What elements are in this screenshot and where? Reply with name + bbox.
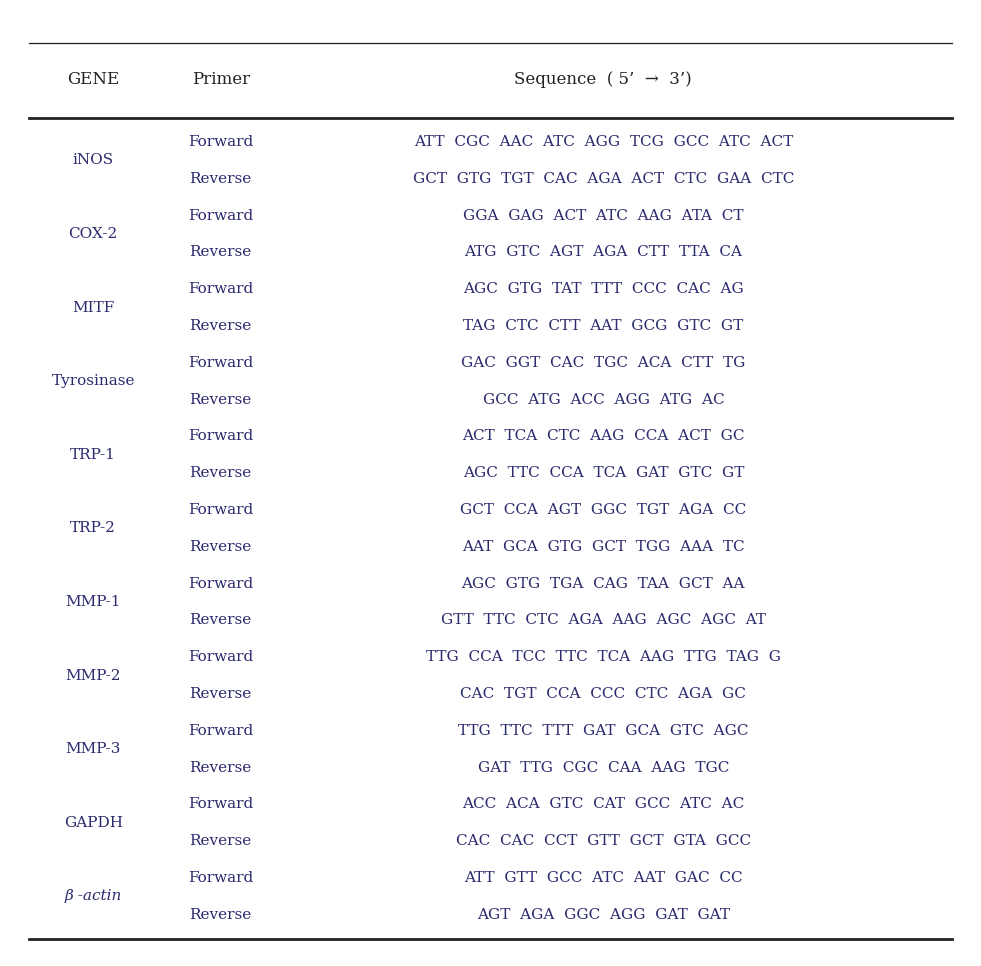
Text: Reverse: Reverse bbox=[189, 613, 252, 627]
Text: Forward: Forward bbox=[188, 724, 253, 738]
Text: Reverse: Reverse bbox=[189, 319, 252, 333]
Text: Reverse: Reverse bbox=[189, 908, 252, 922]
Text: Forward: Forward bbox=[188, 430, 253, 443]
Text: TAG  CTC  CTT  AAT  GCG  GTC  GT: TAG CTC CTT AAT GCG GTC GT bbox=[463, 319, 744, 333]
Text: ATG  GTC  AGT  AGA  CTT  TTA  CA: ATG GTC AGT AGA CTT TTA CA bbox=[464, 245, 743, 260]
Text: Forward: Forward bbox=[188, 282, 253, 297]
Text: iNOS: iNOS bbox=[73, 154, 114, 167]
Text: GAC  GGT  CAC  TGC  ACA  CTT  TG: GAC GGT CAC TGC ACA CTT TG bbox=[461, 355, 746, 370]
Text: MMP-1: MMP-1 bbox=[66, 595, 121, 609]
Text: GTT  TTC  CTC  AGA  AAG  AGC  AGC  AT: GTT TTC CTC AGA AAG AGC AGC AT bbox=[440, 613, 766, 627]
Text: ACC  ACA  GTC  CAT  GCC  ATC  AC: ACC ACA GTC CAT GCC ATC AC bbox=[462, 797, 745, 811]
Text: COX-2: COX-2 bbox=[69, 227, 118, 242]
Text: MITF: MITF bbox=[72, 300, 115, 315]
Text: Reverse: Reverse bbox=[189, 835, 252, 848]
Text: GCC  ATG  ACC  AGG  ATG  AC: GCC ATG ACC AGG ATG AC bbox=[483, 392, 724, 407]
Text: ACT  TCA  CTC  AAG  CCA  ACT  GC: ACT TCA CTC AAG CCA ACT GC bbox=[462, 430, 745, 443]
Text: ATT  GTT  GCC  ATC  AAT  GAC  CC: ATT GTT GCC ATC AAT GAC CC bbox=[464, 871, 743, 885]
Text: TTG  CCA  TCC  TTC  TCA  AAG  TTG  TAG  G: TTG CCA TCC TTC TCA AAG TTG TAG G bbox=[426, 650, 781, 665]
Text: β -actin: β -actin bbox=[65, 890, 122, 903]
Text: GGA  GAG  ACT  ATC  AAG  ATA  CT: GGA GAG ACT ATC AAG ATA CT bbox=[463, 209, 744, 222]
Text: Reverse: Reverse bbox=[189, 687, 252, 701]
Text: CAC  CAC  CCT  GTT  GCT  GTA  GCC: CAC CAC CCT GTT GCT GTA GCC bbox=[456, 835, 750, 848]
Text: TRP-1: TRP-1 bbox=[71, 448, 116, 462]
Text: Forward: Forward bbox=[188, 577, 253, 590]
Text: Forward: Forward bbox=[188, 871, 253, 885]
Text: AGT  AGA  GGC  AGG  GAT  GAT: AGT AGA GGC AGG GAT GAT bbox=[477, 908, 730, 922]
Text: ATT  CGC  AAC  ATC  AGG  TCG  GCC  ATC  ACT: ATT CGC AAC ATC AGG TCG GCC ATC ACT bbox=[414, 135, 793, 149]
Text: GAT  TTG  CGC  CAA  AAG  TGC: GAT TTG CGC CAA AAG TGC bbox=[478, 760, 729, 775]
Text: Forward: Forward bbox=[188, 355, 253, 370]
Text: Forward: Forward bbox=[188, 135, 253, 149]
Text: Reverse: Reverse bbox=[189, 172, 252, 185]
Text: Reverse: Reverse bbox=[189, 760, 252, 775]
Text: Reverse: Reverse bbox=[189, 245, 252, 260]
Text: Forward: Forward bbox=[188, 503, 253, 517]
Text: AAT  GCA  GTG  GCT  TGG  AAA  TC: AAT GCA GTG GCT TGG AAA TC bbox=[462, 540, 745, 554]
Text: GENE: GENE bbox=[67, 71, 120, 88]
Text: CAC  TGT  CCA  CCC  CTC  AGA  GC: CAC TGT CCA CCC CTC AGA GC bbox=[460, 687, 747, 701]
Text: GAPDH: GAPDH bbox=[64, 815, 123, 830]
Text: AGC  TTC  CCA  TCA  GAT  GTC  GT: AGC TTC CCA TCA GAT GTC GT bbox=[463, 467, 744, 480]
Text: Reverse: Reverse bbox=[189, 467, 252, 480]
Text: Tyrosinase: Tyrosinase bbox=[51, 374, 135, 388]
Text: MMP-3: MMP-3 bbox=[66, 742, 121, 756]
Text: Primer: Primer bbox=[191, 71, 250, 88]
Text: Forward: Forward bbox=[188, 797, 253, 811]
Text: Reverse: Reverse bbox=[189, 392, 252, 407]
Text: Sequence  ( 5’  →  3’): Sequence ( 5’ → 3’) bbox=[514, 71, 693, 88]
Text: AGC  GTG  TGA  CAG  TAA  GCT  AA: AGC GTG TGA CAG TAA GCT AA bbox=[462, 577, 745, 590]
Text: TTG  TTC  TTT  GAT  GCA  GTC  AGC: TTG TTC TTT GAT GCA GTC AGC bbox=[458, 724, 749, 738]
Text: TRP-2: TRP-2 bbox=[71, 522, 116, 535]
Text: Reverse: Reverse bbox=[189, 540, 252, 554]
Text: GCT  CCA  AGT  GGC  TGT  AGA  CC: GCT CCA AGT GGC TGT AGA CC bbox=[460, 503, 747, 517]
Text: Forward: Forward bbox=[188, 209, 253, 222]
Text: AGC  GTG  TAT  TTT  CCC  CAC  AG: AGC GTG TAT TTT CCC CAC AG bbox=[463, 282, 744, 297]
Text: Forward: Forward bbox=[188, 650, 253, 665]
Text: GCT  GTG  TGT  CAC  AGA  ACT  CTC  GAA  CTC: GCT GTG TGT CAC AGA ACT CTC GAA CTC bbox=[413, 172, 794, 185]
Text: MMP-2: MMP-2 bbox=[66, 668, 121, 683]
